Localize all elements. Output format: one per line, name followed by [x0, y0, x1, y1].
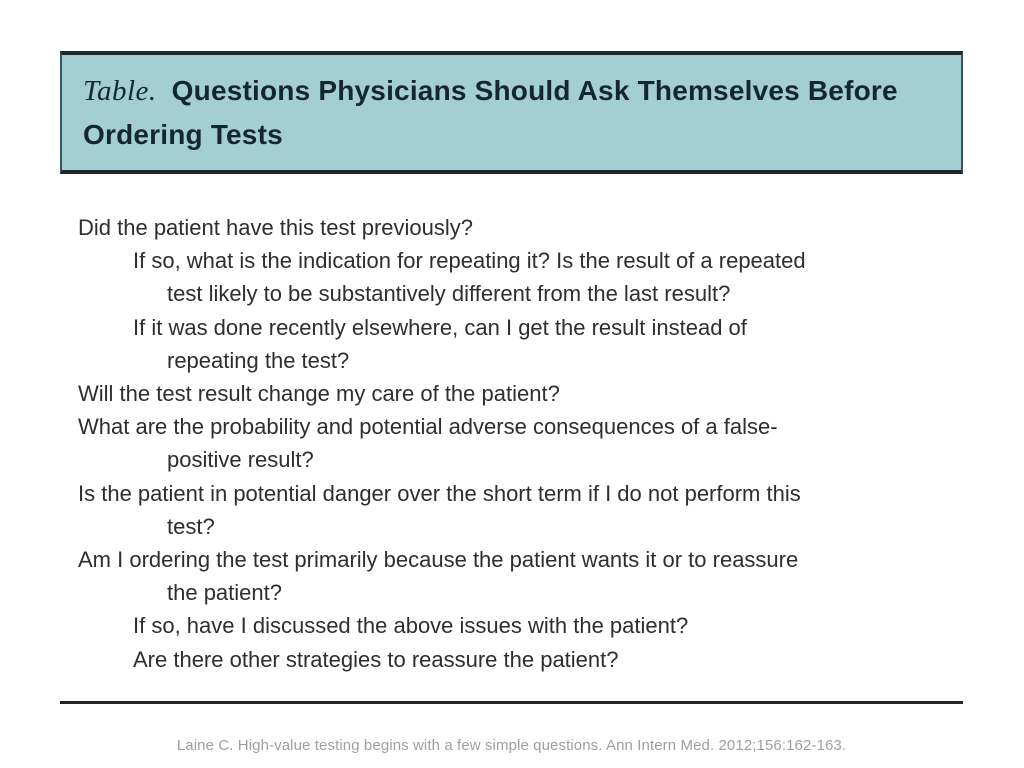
question-line: Will the test result change my care of t…: [78, 381, 560, 407]
question-line: test?: [167, 513, 215, 539]
table-bottom-rule: [60, 701, 963, 704]
table-header: Table. Questions Physicians Should Ask Th…: [60, 51, 963, 174]
table-title-line-2: Ordering Tests: [83, 119, 283, 150]
question-line: positive result?: [167, 447, 314, 473]
citation: Laine C. High-value testing begins with …: [176, 737, 847, 754]
table-label: Table.: [83, 75, 157, 107]
table-header-line-1: Table. Questions Physicians Should Ask Th…: [83, 69, 953, 113]
question-line: Are there other strategies to reassure t…: [133, 646, 619, 672]
question-line: What are the probability and potential a…: [78, 414, 778, 440]
question-line: Is the patient in potential danger over …: [78, 480, 801, 506]
question-line: If so, what is the indication for repeat…: [133, 248, 806, 274]
question-line: If so, have I discussed the above issues…: [133, 613, 689, 639]
question-line: the patient?: [167, 580, 282, 606]
question-line: test likely to be substantively differen…: [167, 281, 731, 307]
question-line: repeating the test?: [167, 347, 350, 373]
question-line: Am I ordering the test primarily because…: [78, 547, 799, 573]
question-list: Did the patient have this test previousl…: [60, 211, 1000, 676]
table-title-line-1: Questions Physicians Should Ask Themselv…: [171, 75, 898, 106]
question-line: Did the patient have this test previousl…: [78, 215, 474, 240]
question-line: If it was done recently elsewhere, can I…: [133, 314, 747, 340]
